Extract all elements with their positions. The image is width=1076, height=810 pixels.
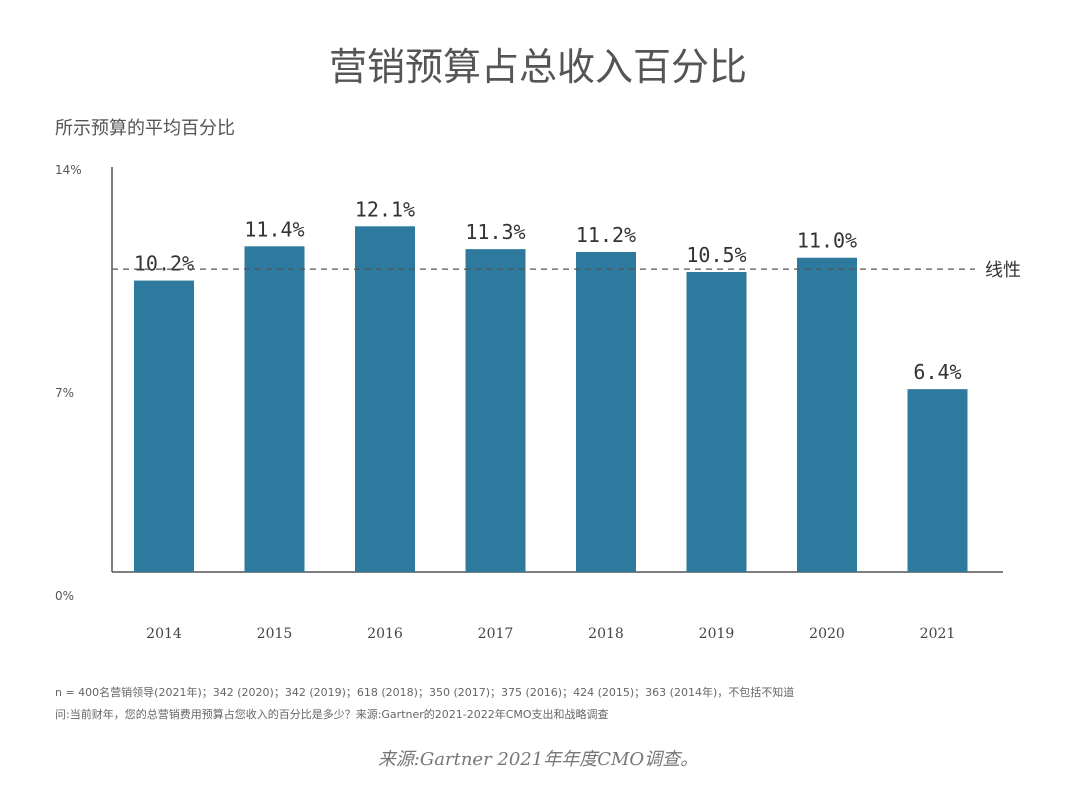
bar-2015 <box>244 246 305 573</box>
footnote-question: 问:当前财年，您的总营销费用预算占您收入的百分比是多少？来源:Gartner的2… <box>55 708 609 721</box>
bar-2014 <box>134 280 194 572</box>
x-tick-label: 2019 <box>699 626 735 642</box>
data-label: 10.5% <box>686 243 746 267</box>
data-label: 10.2% <box>134 252 194 276</box>
data-label: 11.3% <box>465 220 525 244</box>
x-tick-label: 2017 <box>478 626 514 642</box>
bar-chart: 0% 7% 14% 10.2% 2014 11.4% 2015 12.1% 2016 11.3% 2… <box>55 163 1021 642</box>
data-label: 12.1% <box>355 197 415 221</box>
bar-2017 <box>465 249 526 572</box>
bar-2021 <box>907 389 968 572</box>
x-tick-label: 2015 <box>257 626 293 642</box>
x-tick-label: 2018 <box>588 626 624 642</box>
data-label: 11.4% <box>244 217 304 241</box>
source-note: 来源:Gartner 2021年年度CMO调查。 <box>377 749 699 770</box>
x-tick-label: 2016 <box>367 626 403 642</box>
y-tick-label: 14% <box>55 163 82 177</box>
chart-title: 营销预算占总收入百分比 <box>328 45 747 89</box>
bar-2019 <box>686 272 747 572</box>
bar-2018 <box>576 252 636 572</box>
footnote-sample: n = 400名营销领导(2021年)；342 (2020)；342 (2019… <box>55 686 795 699</box>
x-tick-label: 2014 <box>146 626 182 642</box>
data-label: 6.4% <box>913 360 961 384</box>
y-axis-label: 所示预算的平均百分比 <box>55 118 235 139</box>
trendline-label: 线性 <box>985 260 1021 281</box>
data-label: 11.2% <box>576 223 636 247</box>
x-tick-label: 2021 <box>920 626 956 642</box>
bar-2020 <box>797 257 857 572</box>
bar-2016 <box>355 226 415 573</box>
y-tick-label: 0% <box>55 589 74 603</box>
y-tick-label: 7% <box>55 386 74 400</box>
x-tick-label: 2020 <box>809 626 845 642</box>
data-label: 11.0% <box>797 229 857 253</box>
